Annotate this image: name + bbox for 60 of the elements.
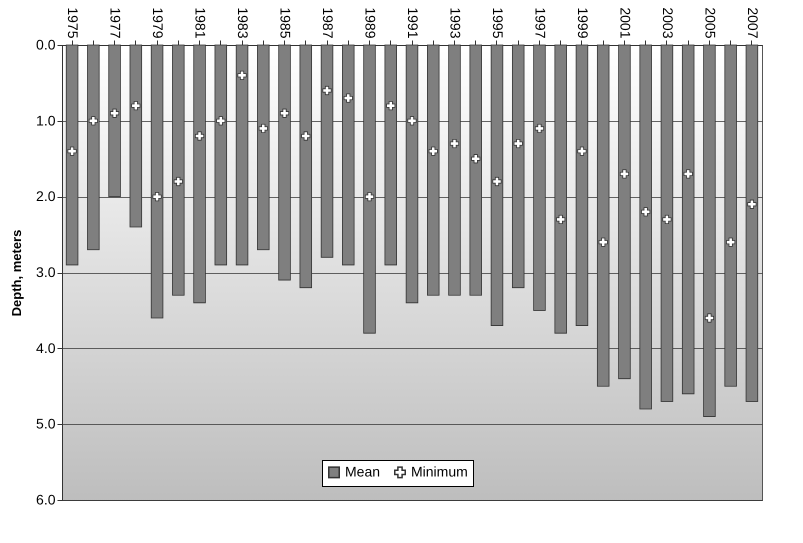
point bbox=[194, 131, 204, 141]
x-tick-label: 1989 bbox=[362, 7, 379, 39]
x-tick-label: 2005 bbox=[702, 7, 718, 39]
x-tick-label: 1997 bbox=[532, 7, 548, 39]
point bbox=[88, 116, 98, 126]
x-tick-label: 1999 bbox=[574, 7, 591, 39]
y-tick-label: 1.0 bbox=[36, 112, 56, 128]
legend-label: Mean bbox=[345, 463, 380, 480]
x-tick-label: 2003 bbox=[660, 7, 676, 39]
point bbox=[684, 169, 693, 178]
point bbox=[322, 86, 332, 96]
point bbox=[364, 192, 374, 202]
point bbox=[344, 94, 353, 103]
y-tick-label: 5.0 bbox=[36, 416, 56, 432]
point bbox=[471, 154, 480, 164]
y-axis-title: Depth, meters bbox=[9, 230, 24, 316]
point bbox=[534, 124, 544, 133]
x-tick-label: 1993 bbox=[447, 7, 464, 39]
x-tick-label: 1985 bbox=[278, 7, 294, 39]
legend-label: Minimum bbox=[411, 463, 468, 480]
y-tick-label: 4.0 bbox=[36, 340, 56, 356]
y-tick-label: 2.0 bbox=[36, 188, 56, 204]
point bbox=[577, 146, 587, 156]
point bbox=[258, 124, 268, 133]
y-tick-label: 6.0 bbox=[36, 492, 56, 508]
y-tick-label: 3.0 bbox=[36, 264, 56, 280]
x-tick-label: 1983 bbox=[235, 7, 252, 39]
point bbox=[152, 192, 162, 202]
point bbox=[428, 146, 438, 156]
point bbox=[131, 101, 140, 110]
x-tick-label: 2001 bbox=[617, 7, 634, 39]
x-tick-label: 1979 bbox=[150, 7, 166, 39]
x-tick-label: 1995 bbox=[490, 7, 506, 39]
point bbox=[280, 108, 290, 118]
point bbox=[598, 238, 608, 247]
x-tick-label: 1991 bbox=[405, 7, 421, 39]
point bbox=[407, 116, 417, 126]
point bbox=[726, 238, 736, 247]
x-tick-label: 1975 bbox=[65, 7, 82, 39]
point bbox=[704, 313, 714, 323]
point bbox=[492, 176, 502, 186]
point bbox=[662, 214, 672, 224]
x-tick-label: 1987 bbox=[320, 7, 336, 39]
point bbox=[301, 131, 310, 141]
x-tick-label: 2007 bbox=[744, 7, 761, 39]
x-tick-label: 1977 bbox=[108, 7, 124, 39]
y-tick-label: 0.0 bbox=[36, 36, 56, 52]
point bbox=[237, 70, 247, 80]
point bbox=[747, 200, 756, 209]
point bbox=[514, 139, 523, 148]
point bbox=[556, 214, 566, 224]
point bbox=[386, 101, 396, 110]
x-tick-label: 1981 bbox=[192, 7, 209, 39]
point bbox=[68, 146, 77, 156]
point bbox=[641, 207, 650, 216]
point bbox=[450, 139, 460, 148]
point bbox=[620, 169, 630, 178]
point bbox=[216, 116, 226, 126]
point bbox=[110, 108, 120, 118]
point bbox=[174, 176, 183, 186]
